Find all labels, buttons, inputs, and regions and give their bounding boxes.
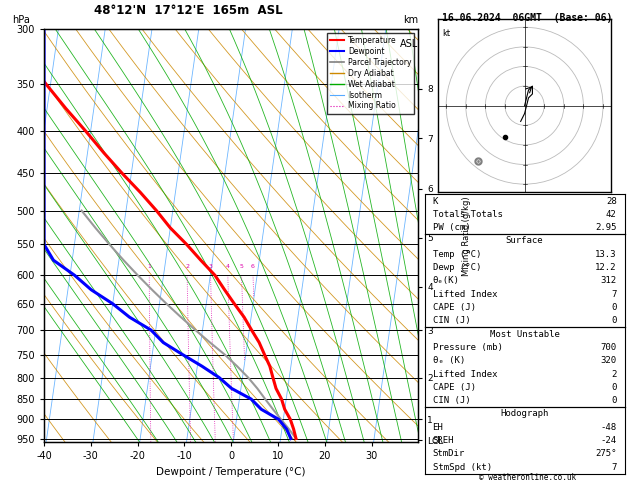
- Text: Lifted Index: Lifted Index: [433, 369, 497, 379]
- Text: ASL: ASL: [400, 39, 418, 50]
- Text: 7: 7: [611, 290, 616, 299]
- Text: CIN (J): CIN (J): [433, 316, 470, 325]
- Text: θₑ (K): θₑ (K): [433, 356, 465, 365]
- Text: Mixing Ratio (g/kg): Mixing Ratio (g/kg): [462, 196, 472, 276]
- Legend: Temperature, Dewpoint, Parcel Trajectory, Dry Adiabat, Wet Adiabat, Isotherm, Mi: Temperature, Dewpoint, Parcel Trajectory…: [327, 33, 415, 114]
- Text: 13.3: 13.3: [595, 250, 616, 259]
- Text: 4: 4: [226, 264, 230, 269]
- Text: 2: 2: [611, 369, 616, 379]
- Text: 312: 312: [601, 277, 616, 285]
- Text: Temp (°C): Temp (°C): [433, 250, 481, 259]
- Text: CAPE (J): CAPE (J): [433, 383, 476, 392]
- Text: km: km: [403, 15, 418, 25]
- Text: © weatheronline.co.uk: © weatheronline.co.uk: [479, 473, 576, 482]
- Text: Most Unstable: Most Unstable: [489, 330, 560, 339]
- Text: CAPE (J): CAPE (J): [433, 303, 476, 312]
- Text: Dewp (°C): Dewp (°C): [433, 263, 481, 272]
- Text: PW (cm): PW (cm): [433, 223, 470, 232]
- Text: 320: 320: [601, 356, 616, 365]
- Text: StmDir: StmDir: [433, 450, 465, 458]
- Text: Hodograph: Hodograph: [501, 410, 548, 418]
- Text: 16.06.2024  06GMT  (Base: 06): 16.06.2024 06GMT (Base: 06): [442, 13, 612, 23]
- Text: CIN (J): CIN (J): [433, 396, 470, 405]
- Text: 6: 6: [251, 264, 255, 269]
- Text: 5: 5: [240, 264, 243, 269]
- Text: Lifted Index: Lifted Index: [433, 290, 497, 299]
- Text: -48: -48: [601, 423, 616, 432]
- Text: Pressure (mb): Pressure (mb): [433, 343, 503, 352]
- Text: 7: 7: [611, 463, 616, 472]
- Text: 42: 42: [606, 210, 616, 219]
- Text: 0: 0: [611, 316, 616, 325]
- Text: SREH: SREH: [433, 436, 454, 445]
- Text: 3: 3: [208, 264, 213, 269]
- Text: 2.95: 2.95: [595, 223, 616, 232]
- Text: Surface: Surface: [506, 237, 543, 245]
- Text: Totals Totals: Totals Totals: [433, 210, 503, 219]
- Text: 12.2: 12.2: [595, 263, 616, 272]
- Text: -24: -24: [601, 436, 616, 445]
- Text: 700: 700: [601, 343, 616, 352]
- Text: 0: 0: [611, 396, 616, 405]
- Text: StmSpd (kt): StmSpd (kt): [433, 463, 492, 472]
- Text: 2: 2: [185, 264, 189, 269]
- Text: 48°12'N  17°12'E  165m  ASL: 48°12'N 17°12'E 165m ASL: [94, 4, 283, 17]
- Text: hPa: hPa: [12, 15, 30, 25]
- Text: EH: EH: [433, 423, 443, 432]
- Text: 275°: 275°: [595, 450, 616, 458]
- Text: 0: 0: [611, 303, 616, 312]
- Text: θₑ(K): θₑ(K): [433, 277, 459, 285]
- Text: 1: 1: [147, 264, 151, 269]
- Text: 0: 0: [611, 383, 616, 392]
- X-axis label: Dewpoint / Temperature (°C): Dewpoint / Temperature (°C): [157, 467, 306, 477]
- Text: 28: 28: [606, 196, 616, 206]
- Text: kt: kt: [442, 29, 450, 38]
- Text: K: K: [433, 196, 438, 206]
